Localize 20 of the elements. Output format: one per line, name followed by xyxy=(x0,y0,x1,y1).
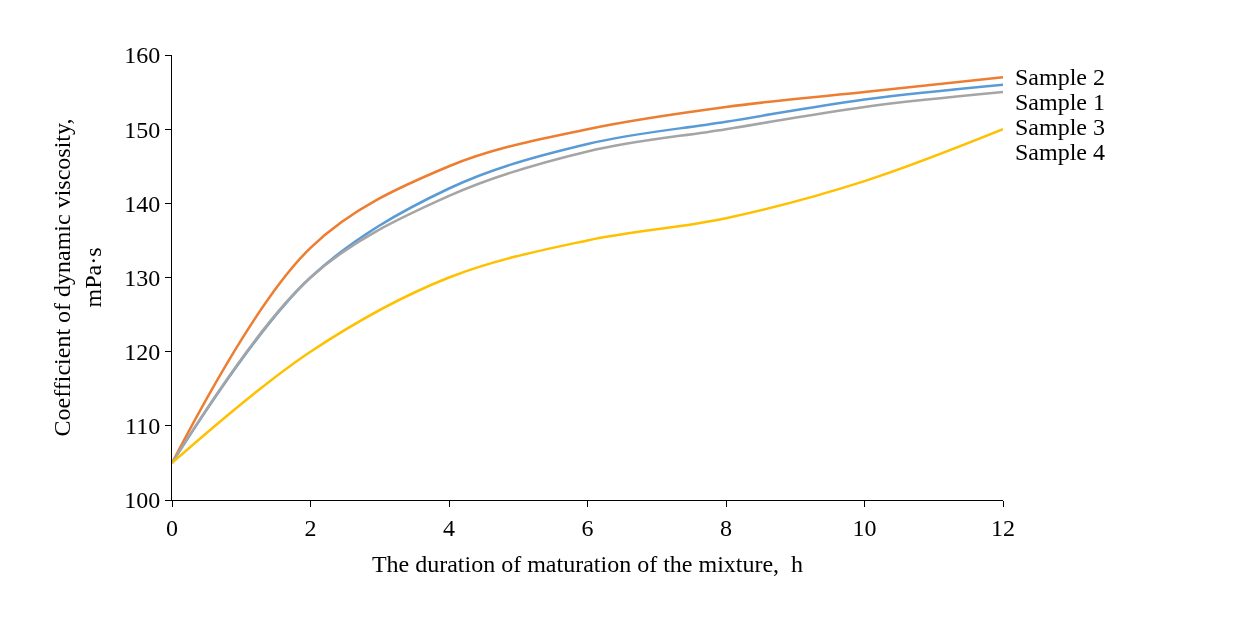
series-label: Sample 3 xyxy=(1015,114,1105,140)
y-tick-label: 110 xyxy=(125,413,161,440)
y-tick-label: 160 xyxy=(124,42,161,69)
x-tick-label: 10 xyxy=(852,514,877,541)
series-label: Sample 4 xyxy=(1015,139,1105,165)
y-axis-title: Coefficient of dynamic viscosity, mPa·s xyxy=(49,118,107,437)
y-tick-label: 150 xyxy=(124,116,161,143)
x-tick-label: 0 xyxy=(166,514,178,541)
x-tick-label: 2 xyxy=(304,514,317,541)
y-tick-label: 120 xyxy=(124,339,161,366)
y-tick-label: 100 xyxy=(124,487,161,514)
series-label: Sample 2 xyxy=(1015,64,1105,90)
y-tick-label: 130 xyxy=(124,264,161,291)
x-tick-label: 6 xyxy=(581,514,594,541)
x-axis-title: The duration of maturation of the mixture, h xyxy=(371,551,804,578)
x-tick-label: 4 xyxy=(443,514,455,541)
x-tick-label: 8 xyxy=(720,514,732,541)
series-label: Sample 1 xyxy=(1015,89,1105,115)
y-tick-label: 140 xyxy=(124,190,161,217)
x-tick-label: 12 xyxy=(991,514,1015,541)
